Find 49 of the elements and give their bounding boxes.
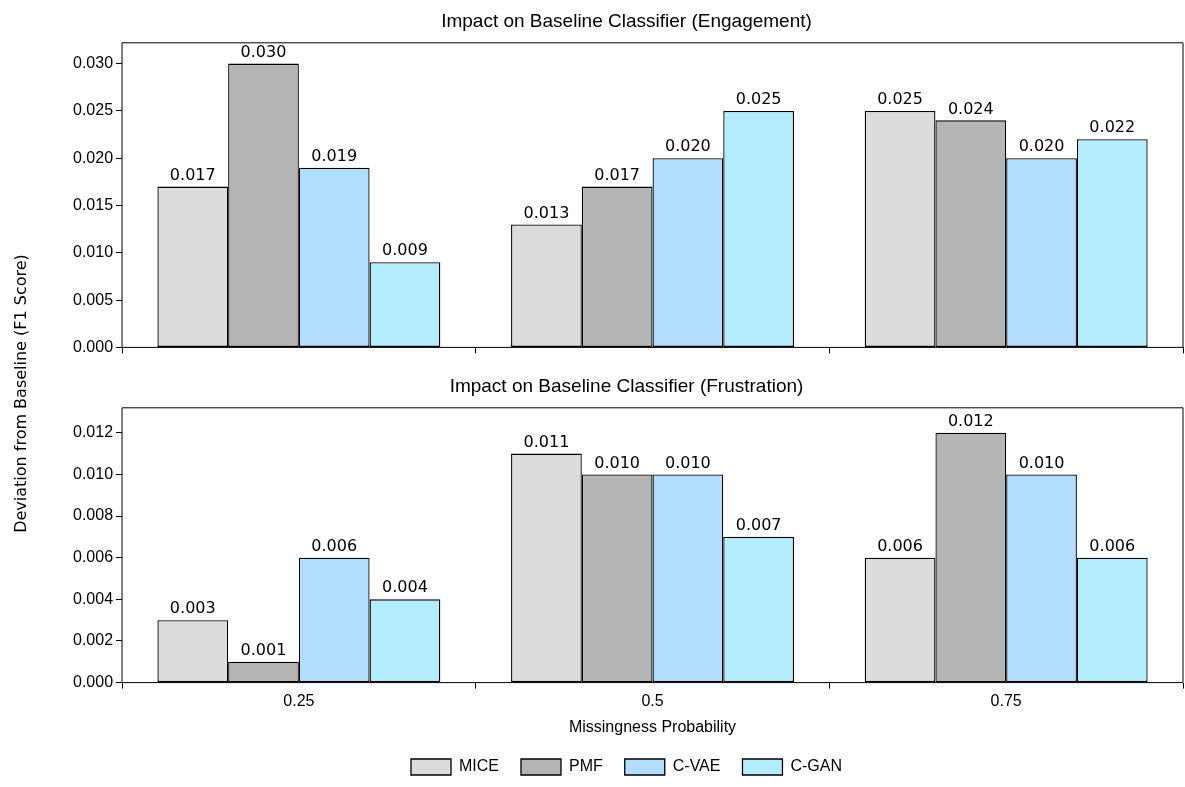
chart-title: Impact on Baseline Classifier (Engagement) bbox=[441, 9, 812, 31]
y-tick-label: 0.010 bbox=[72, 243, 114, 261]
y-tick-label: 0.006 bbox=[72, 548, 114, 566]
y-tick-label: 0.004 bbox=[72, 589, 114, 607]
y-tick-label: 0.005 bbox=[72, 290, 114, 308]
data-label: 0.013 bbox=[523, 202, 570, 222]
y-tick-label: 0.030 bbox=[72, 54, 114, 72]
data-label: 0.030 bbox=[240, 41, 287, 61]
y-tick-label: 0.002 bbox=[72, 631, 114, 649]
data-label: 0.003 bbox=[169, 598, 216, 618]
legend-label: MICE bbox=[458, 757, 499, 775]
legend-label: C-GAN bbox=[790, 757, 843, 775]
y-tick-label: 0.025 bbox=[72, 101, 114, 119]
x-axis-title: Missingness Probability bbox=[568, 717, 737, 735]
data-label: 0.022 bbox=[1089, 117, 1136, 137]
data-label: 0.004 bbox=[382, 577, 428, 597]
data-label: 0.010 bbox=[1018, 452, 1065, 472]
data-label: 0.020 bbox=[1018, 136, 1065, 156]
data-label: 0.011 bbox=[523, 431, 570, 451]
data-label: 0.006 bbox=[311, 535, 358, 555]
data-label: 0.010 bbox=[664, 452, 711, 472]
data-label: 0.009 bbox=[382, 240, 428, 260]
data-label: 0.010 bbox=[594, 452, 641, 472]
data-label: 0.001 bbox=[240, 639, 287, 659]
x-tick-label: 0.25 bbox=[283, 691, 315, 709]
data-label: 0.025 bbox=[735, 89, 782, 109]
data-label: 0.006 bbox=[1089, 535, 1136, 555]
x-tick-label: 0.5 bbox=[641, 691, 664, 709]
y-tick-label: 0.010 bbox=[72, 464, 114, 482]
y-tick-label: 0.000 bbox=[72, 337, 114, 355]
y-tick-label: 0.020 bbox=[72, 148, 114, 166]
y-tick-label: 0.000 bbox=[72, 673, 114, 691]
legend-label: PMF bbox=[568, 757, 603, 775]
data-label: 0.019 bbox=[311, 145, 358, 165]
data-label: 0.012 bbox=[947, 410, 994, 430]
data-label: 0.007 bbox=[735, 515, 782, 535]
y-tick-label: 0.012 bbox=[72, 423, 114, 441]
legend-label: C-VAE bbox=[672, 757, 721, 775]
data-label: 0.025 bbox=[877, 89, 923, 109]
data-label: 0.017 bbox=[169, 164, 216, 184]
data-label: 0.006 bbox=[877, 535, 923, 555]
y-axis-title: Deviation from Baseline (F1 Score) bbox=[10, 254, 30, 533]
y-tick-label: 0.015 bbox=[72, 195, 114, 213]
data-label: 0.017 bbox=[594, 164, 641, 184]
data-label: 0.020 bbox=[664, 136, 711, 156]
x-tick-label: 0.75 bbox=[990, 691, 1022, 709]
chart-title: Impact on Baseline Classifier (Frustration) bbox=[449, 374, 804, 396]
y-tick-label: 0.008 bbox=[72, 506, 114, 524]
data-label: 0.024 bbox=[947, 98, 994, 118]
